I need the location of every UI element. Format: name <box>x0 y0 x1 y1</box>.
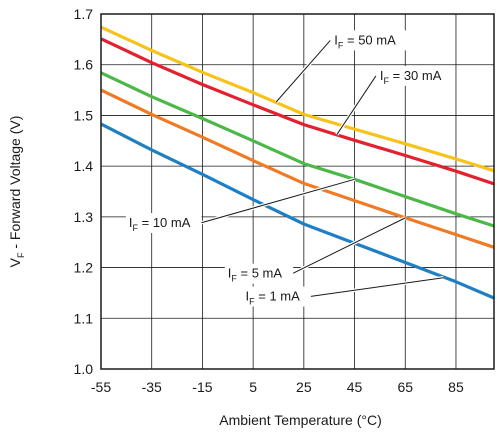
y-axis-title-sub: F <box>16 252 26 258</box>
series-label-main: I <box>246 289 250 304</box>
series-label-4: IF = 1 mA <box>246 289 301 307</box>
x-tick-label: 85 <box>448 379 464 395</box>
series-label-rest: = 1 mA <box>255 289 300 304</box>
annotation-bg <box>331 30 407 51</box>
annotation-leader <box>336 75 377 135</box>
series-label-1: IF = 30 mA <box>380 68 442 86</box>
series-label-2: IF = 10 mA <box>129 215 191 233</box>
series-label-rest: = 10 mA <box>138 215 191 230</box>
y-tick-label: 1.3 <box>74 209 94 225</box>
series-label-rest: = 30 mA <box>389 68 442 83</box>
series-line-0 <box>100 122 495 300</box>
series-label-main: I <box>129 215 133 230</box>
y-tick-labels: 1.0 1.1 1.2 1.3 1.4 1.5 1.6 1.7 <box>74 6 94 377</box>
series-label-sub: F <box>384 76 390 86</box>
y-tick-label: 1.0 <box>74 361 94 377</box>
series-label-0: IF = 50 mA <box>334 32 396 50</box>
series-line-1 <box>100 88 495 249</box>
y-tick-label: 1.5 <box>74 107 94 123</box>
series-label-sub: F <box>133 223 139 233</box>
y-tick-label: 1.1 <box>74 310 94 326</box>
series-label-sub: F <box>338 40 344 50</box>
series-line-2 <box>100 71 495 228</box>
x-tick-label: -55 <box>91 379 111 395</box>
y-tick-label: 1.7 <box>74 6 94 22</box>
annotation-leader <box>309 277 444 298</box>
series-label-sub: F <box>249 297 255 307</box>
series-lines <box>100 25 495 300</box>
y-axis-title-main: V <box>7 257 23 267</box>
x-tick-labels: -55 -35 -15 5 25 45 65 85 <box>91 379 464 395</box>
annotation-leader <box>200 178 355 224</box>
annotation-bg <box>125 213 202 233</box>
y-tick-label: 1.2 <box>74 260 94 276</box>
y-tick-label: 1.6 <box>74 57 94 73</box>
series-label-sub: F <box>231 274 237 284</box>
series-label-rest: = 50 mA <box>343 32 396 47</box>
series-label-rest: = 5 mA <box>237 266 282 281</box>
x-tick-label: 25 <box>296 379 312 395</box>
x-tick-label: 45 <box>347 379 363 395</box>
x-tick-label: -15 <box>192 379 212 395</box>
series-label-main: I <box>380 68 384 83</box>
annotation-bg <box>242 286 311 307</box>
annotation-bg <box>224 263 294 284</box>
annotation-leader <box>291 217 406 275</box>
annotation-bg <box>376 65 453 86</box>
series-line-3 <box>100 37 495 186</box>
series-label-main: I <box>228 266 232 281</box>
series-line-4 <box>100 25 495 173</box>
series-label-main: I <box>334 32 338 47</box>
x-tick-label: 5 <box>249 379 257 395</box>
series-label-3: IF = 5 mA <box>228 266 283 284</box>
y-tick-label: 1.4 <box>74 158 94 174</box>
y-axis-title-rest: - Forward Voltage (V) <box>7 116 23 253</box>
annotation-leader <box>275 40 331 103</box>
plot-frame <box>100 13 495 370</box>
x-tick-label: -35 <box>142 379 162 395</box>
x-axis-title: Ambient Temperature (°C) <box>219 412 382 428</box>
y-axis-title: VF - Forward Voltage (V) <box>7 116 26 268</box>
x-tick-label: 65 <box>397 379 413 395</box>
